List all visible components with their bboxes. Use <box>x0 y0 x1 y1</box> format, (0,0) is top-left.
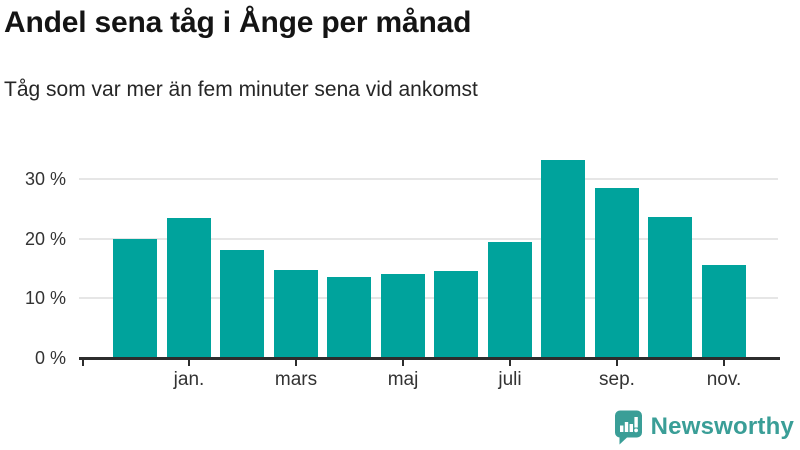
chart-title: Andel sena tåg i Ånge per månad <box>4 6 472 39</box>
x-axis-label-juli: juli <box>498 369 522 390</box>
bar-11 <box>648 217 692 358</box>
newsworthy-logo: Newsworthy <box>613 409 794 445</box>
x-axis-label-mars: mars <box>274 369 318 390</box>
x-axis-tick-jan <box>188 360 190 366</box>
bar-12 <box>702 265 746 358</box>
newsworthy-logo-text: Newsworthy <box>650 413 794 440</box>
x-axis-origin-tick <box>82 360 84 366</box>
x-axis-tick-mars <box>295 360 297 366</box>
x-axis-label-nov: nov. <box>706 369 742 390</box>
y-axis-label-10: 10 % <box>24 288 66 308</box>
bar-7 <box>434 271 478 358</box>
bar-8 <box>488 242 532 358</box>
x-axis-tick-nov <box>723 360 725 366</box>
x-axis-tick-maj <box>402 360 404 366</box>
x-axis-label-jan: jan. <box>173 369 205 390</box>
y-axis-label-30: 30 % <box>24 169 66 189</box>
bar-5 <box>327 277 371 358</box>
bar-9 <box>541 160 585 358</box>
gridline-30-percent <box>79 178 778 180</box>
bar-3 <box>220 250 264 358</box>
bar-6 <box>381 274 425 358</box>
x-axis-tick-juli <box>509 360 511 366</box>
bar-10 <box>595 188 639 358</box>
x-axis-tick-sep <box>616 360 618 366</box>
newsworthy-speech-bubble-chart-icon <box>614 410 642 445</box>
bar-2 <box>167 218 211 358</box>
y-axis-label-0: 0 % <box>34 348 66 368</box>
bar-1 <box>113 239 157 358</box>
y-axis-label-20: 20 % <box>24 229 66 249</box>
x-axis-label-maj: maj <box>387 369 419 390</box>
x-axis-line <box>79 357 780 360</box>
x-axis-label-sep: sep. <box>599 369 635 390</box>
gridline-10-percent <box>79 297 778 299</box>
bar-4 <box>274 270 318 358</box>
gridline-20-percent <box>79 238 778 240</box>
chart-subtitle: Tåg som var mer än fem minuter sena vid … <box>4 78 478 101</box>
